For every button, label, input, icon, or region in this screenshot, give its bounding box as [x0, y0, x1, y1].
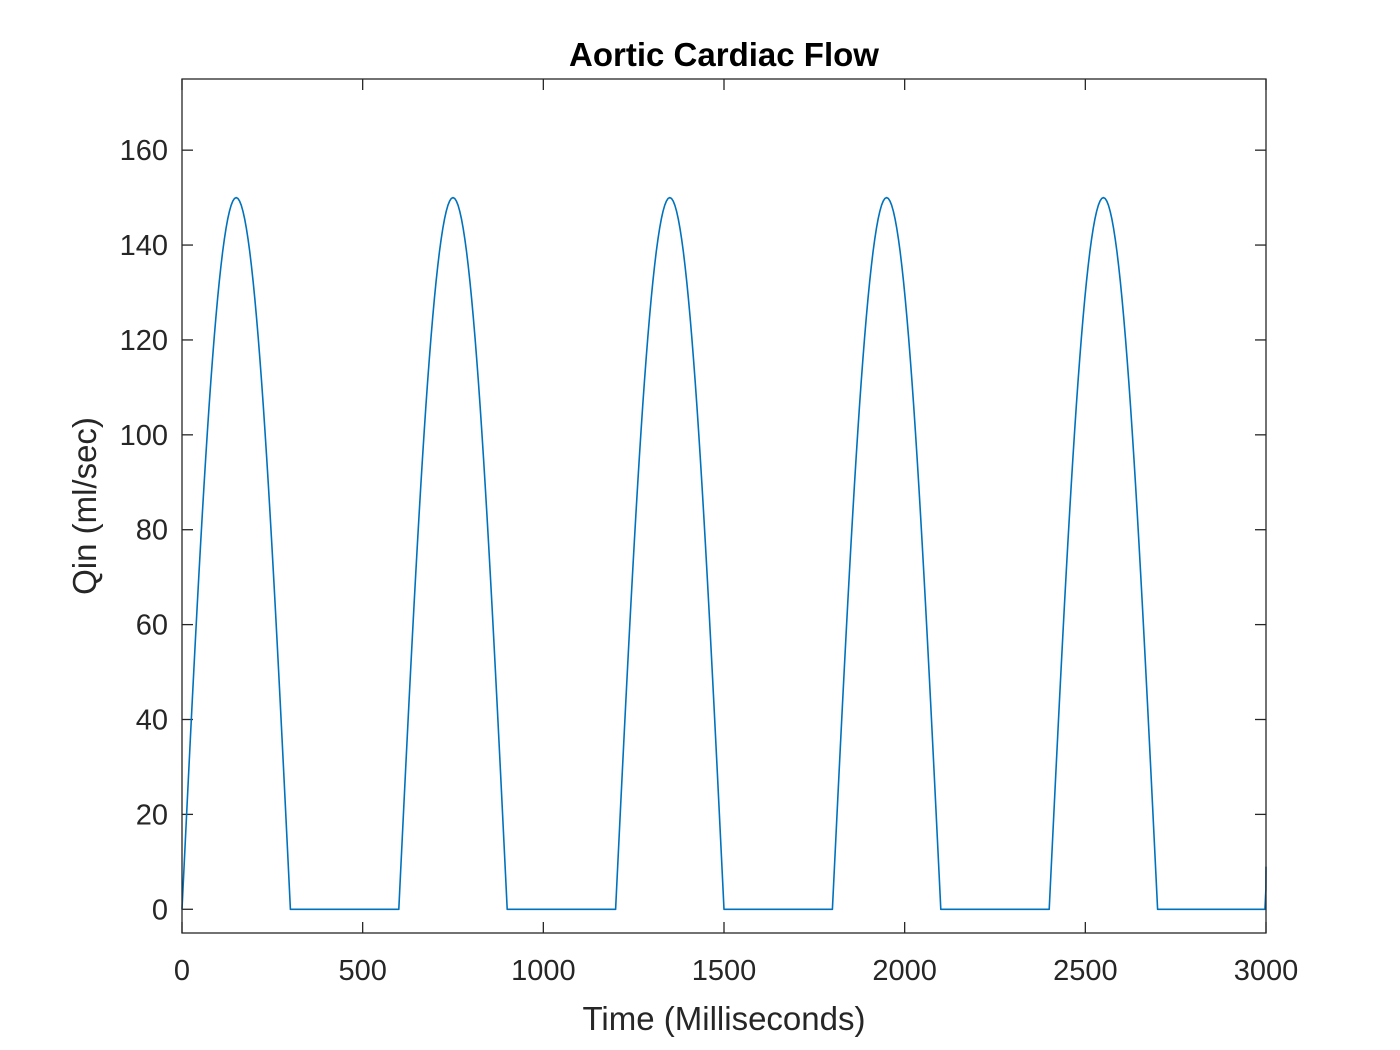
- y-tick-label: 140: [120, 230, 168, 262]
- x-tick-labels: 0 500 1000 1500 2000 2500 3000: [174, 955, 1298, 987]
- x-tick-label: 1000: [511, 955, 576, 987]
- y-tick-label: 60: [136, 610, 168, 642]
- y-tick-label: 40: [136, 705, 168, 737]
- x-axis-title: Time (Milliseconds): [583, 1000, 866, 1037]
- y-tick-label: 160: [120, 135, 168, 167]
- y-tick-label: 120: [120, 325, 168, 357]
- x-tick-label: 1500: [692, 955, 757, 987]
- y-tick-label: 80: [136, 515, 168, 547]
- y-tick-label: 100: [120, 420, 168, 452]
- y-tick-label: 20: [136, 799, 168, 831]
- x-tick-label: 2000: [872, 955, 937, 987]
- y-tick-label: 0: [152, 894, 168, 926]
- axes-box: [181, 78, 1267, 934]
- x-tick-label: 500: [338, 955, 386, 987]
- chart-title: Aortic Cardiac Flow: [569, 36, 879, 73]
- y-axis-title: Qin (ml/sec): [66, 417, 103, 595]
- x-tick-label: 3000: [1234, 955, 1299, 987]
- series-line: [181, 196, 1267, 911]
- x-tick-label: 0: [174, 955, 190, 987]
- x-tick-label: 2500: [1053, 955, 1118, 987]
- y-tick-labels: 0 20 40 60 80 100 120 140 160: [120, 135, 168, 926]
- plot-area: [182, 79, 1266, 933]
